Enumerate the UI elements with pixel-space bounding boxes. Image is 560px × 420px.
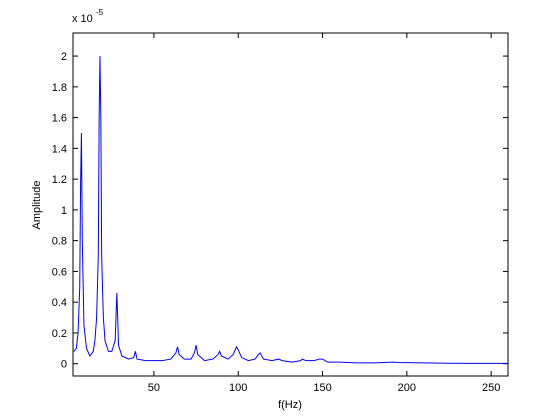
x-axis-label: f(Hz)	[278, 399, 302, 411]
plot-area	[72, 32, 509, 377]
x-tick-label: 100	[229, 382, 247, 394]
y-axis-label: Amplitude	[31, 181, 43, 230]
y-tick-label: 2	[61, 51, 67, 63]
x-tick-label: 250	[482, 382, 500, 394]
data-line	[73, 56, 508, 364]
x-tick-label: 150	[313, 382, 331, 394]
y-tick-label: 1	[61, 205, 67, 217]
y-tick-label: 0.4	[52, 297, 67, 309]
y-tick-label: 1.2	[52, 174, 67, 186]
y-tick-label: 0.6	[52, 266, 67, 278]
y-multiplier-exponent: -5	[96, 8, 104, 17]
y-multiplier: x 10	[72, 13, 93, 25]
y-tick-label: 1.4	[52, 143, 67, 155]
y-tick-label: 1.8	[52, 82, 67, 94]
x-tick-label: 50	[148, 382, 160, 394]
y-tick-label: 0.8	[52, 236, 67, 248]
y-tick-label: 0	[61, 359, 67, 371]
x-tick-label: 200	[398, 382, 416, 394]
y-tick-label: 1.6	[52, 113, 67, 125]
y-tick-label: 0.2	[52, 328, 67, 340]
